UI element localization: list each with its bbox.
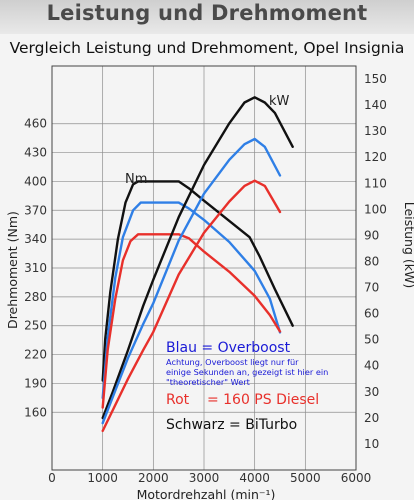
note-line-3: "theoretischer" Wert [166,377,251,387]
right-tick-label: 140 [364,98,387,112]
legend-red: Rot = 160 PS Diesel [166,392,319,408]
x-axis-title: Motordrehzahl (min⁻¹) [137,487,276,500]
left-tick-label: 340 [24,232,47,246]
x-tick-label: 6000 [341,471,372,485]
x-tick-label: 1000 [87,471,118,485]
note-line-1: Achtung, Overboost liegt nur für [166,357,299,367]
title-band [0,0,414,34]
power-curve-label: kW [269,94,290,109]
right-tick-label: 50 [364,333,379,347]
power-curve-red [101,179,282,433]
left-tick-label: 430 [24,146,47,160]
left-tick-label: 460 [24,117,47,131]
plot-frame [51,65,357,471]
note-line-2: einige Sekunden an, gezeigt ist hier ein [166,367,328,377]
right-tick-label: 30 [364,385,379,399]
right-tick-label: 10 [364,437,379,451]
right-tick-label: 110 [364,176,387,190]
right-tick-label: 40 [364,359,379,373]
legend-black: Schwarz = BiTurbo [166,417,297,433]
right-tick-label: 60 [364,307,379,321]
power-curve-blue [101,137,282,425]
torque-curve-red [101,233,282,409]
x-tick-label: 0 [48,471,56,485]
torque-curve-label: Nm [125,172,147,187]
right-tick-label: 20 [364,411,379,425]
right-tick-label: 90 [364,228,379,242]
legend-blue: Blau = Overboost [166,340,291,356]
x-tick-label: 4000 [239,471,270,485]
grid-lines [52,66,356,470]
x-tick-label: 5000 [290,471,321,485]
left-tick-label: 400 [24,174,47,188]
x-tick-label: 3000 [189,471,220,485]
x-tick-label: 2000 [138,471,169,485]
torque-curve-blue [101,201,282,400]
right-tick-label: 120 [364,150,387,164]
right-tick-label: 130 [364,124,387,138]
legend-overboost-note: Achtung, Overboost liegt nur für einige … [166,357,331,387]
torque-curve-black [101,180,294,382]
chart-subtitle: Vergleich Leistung und Drehmoment, Opel … [9,39,405,57]
power-curve-black [101,96,294,420]
left-axis-ticks: 160 190 220 250 280 310 340 370 400 430 460 [24,117,47,420]
right-tick-label: 150 [364,72,387,86]
left-tick-label: 280 [24,290,47,304]
right-axis-title: Leistung (kW) [402,202,414,288]
left-tick-label: 310 [24,261,47,275]
left-tick-label: 220 [24,348,47,362]
right-tick-label: 80 [364,254,379,268]
left-tick-label: 190 [24,376,47,390]
right-axis-ticks: 10 20 30 40 50 60 70 80 90 100 110 120 130 140 150 [364,72,387,451]
right-tick-label: 100 [364,202,387,216]
page-title: Leistung und Drehmoment [46,1,368,25]
left-tick-label: 370 [24,203,47,217]
left-tick-label: 250 [24,319,47,333]
left-axis-title: Drehmoment (Nm) [5,211,20,329]
x-axis-ticks: 0 1000 2000 3000 4000 5000 6000 [48,471,371,485]
right-tick-label: 70 [364,281,379,295]
series-lines [101,96,294,433]
left-tick-label: 160 [24,405,47,419]
